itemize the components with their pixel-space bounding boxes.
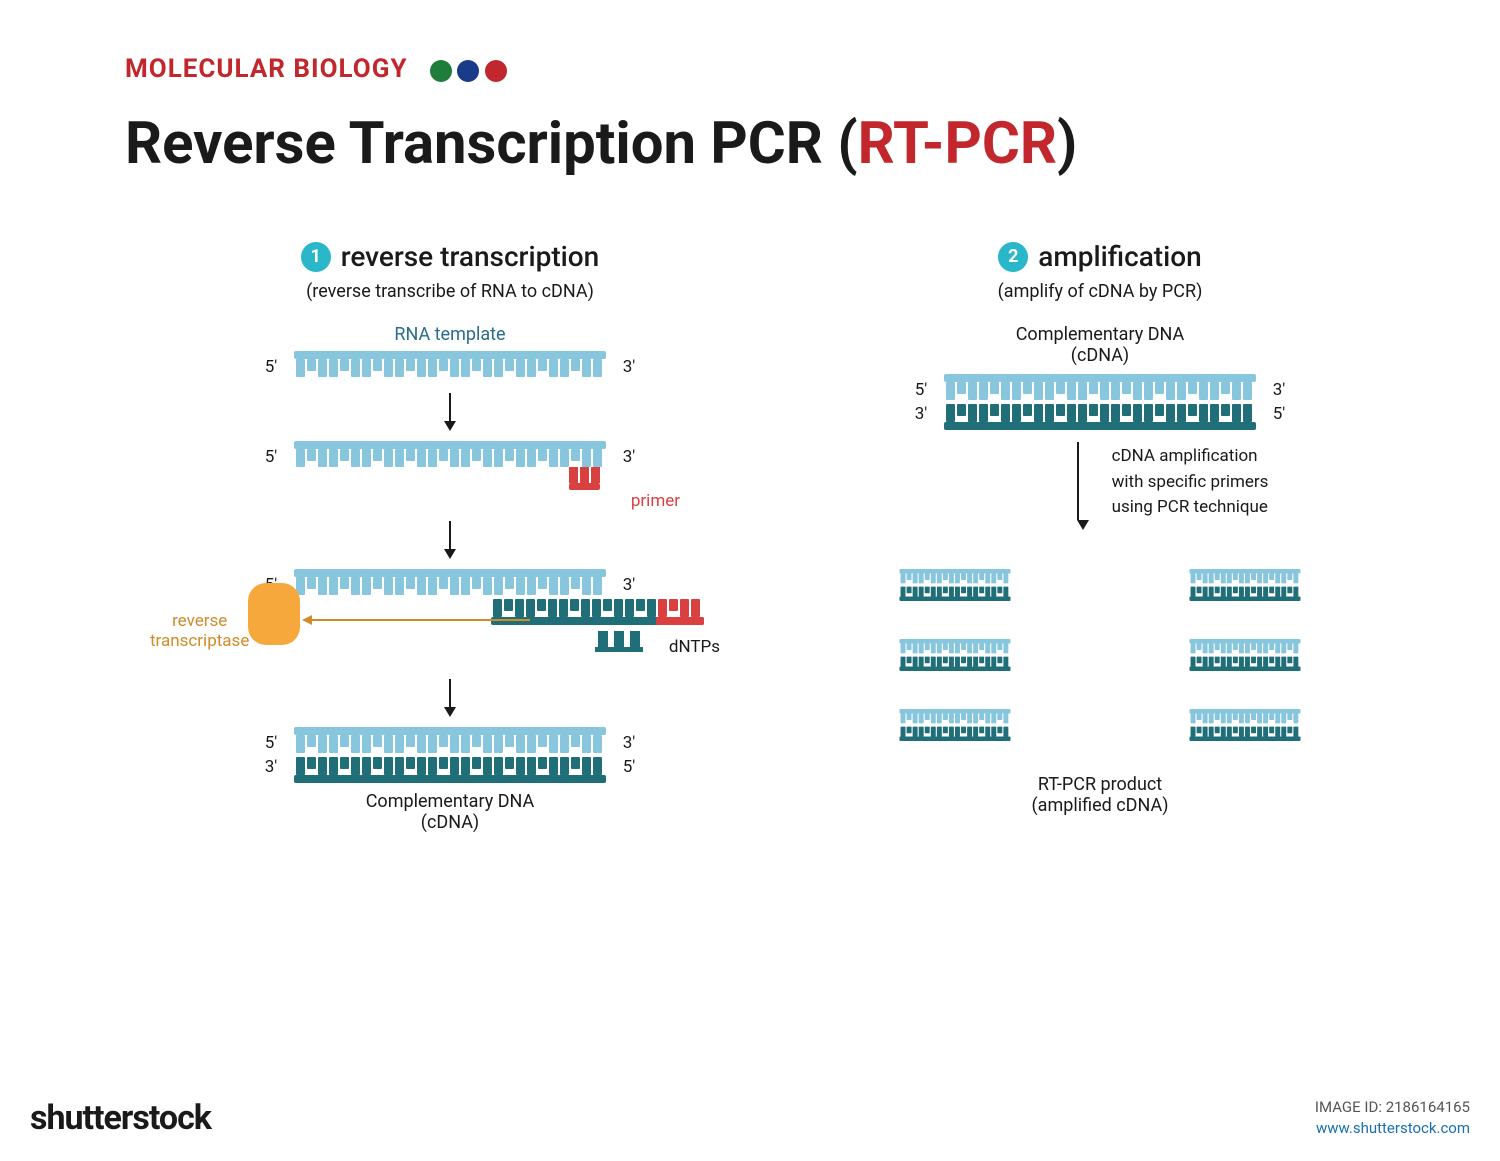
end-3prime: 3' bbox=[1266, 380, 1292, 400]
step1-column: 1 reverse transcription (reverse transcr… bbox=[160, 240, 740, 833]
end-5prime: 5' bbox=[258, 357, 284, 377]
footer-meta: IMAGE ID: 2186164165 www.shutterstock.co… bbox=[1315, 1097, 1470, 1139]
dntps-icon bbox=[598, 631, 640, 647]
product-grid bbox=[810, 550, 1390, 760]
end-5prime: 5' bbox=[258, 733, 284, 753]
product-copy bbox=[1115, 620, 1375, 690]
end-5prime: 5' bbox=[1266, 404, 1292, 424]
end-3prime: 3' bbox=[258, 757, 284, 777]
step2-diagram: Complementary DNA (cDNA) 5' 3' 3' 5' cDN… bbox=[810, 324, 1390, 816]
arrow-icon bbox=[160, 511, 740, 569]
arrow-icon bbox=[160, 669, 740, 727]
step1-header: 1 reverse transcription bbox=[160, 240, 740, 273]
header-dots bbox=[430, 60, 510, 86]
footer-link[interactable]: www.shutterstock.com bbox=[1316, 1119, 1470, 1137]
title-accent: RT-PCR bbox=[858, 110, 1057, 178]
cdna-bottom-strand: 3' 5' bbox=[160, 751, 740, 783]
title-main: Reverse Transcription PCR ( bbox=[125, 110, 858, 178]
step1-diagram: RNA template 5' 3' 5' 3' primer 5' bbox=[160, 324, 740, 833]
category-header: MOLECULAR BIOLOGY bbox=[125, 54, 509, 86]
footer-logo: shutterstock bbox=[30, 1098, 211, 1138]
elongation-block: 5' 3' reverse transcriptase dNTPs bbox=[160, 569, 740, 625]
end-3prime: 3' bbox=[616, 575, 642, 595]
step2-title: amplification bbox=[1038, 240, 1202, 273]
step2-subtitle: (amplify of cDNA by PCR) bbox=[810, 281, 1390, 302]
amplification-arrow-block: cDNA amplification with specific primers… bbox=[810, 430, 1390, 550]
rna-template-strand: 5' 3' bbox=[160, 351, 740, 383]
rna-with-primer: 5' 3' bbox=[160, 441, 740, 473]
product-copy bbox=[1115, 550, 1375, 620]
enzyme-blob bbox=[248, 583, 300, 645]
end-3prime: 3' bbox=[908, 404, 934, 424]
cdna-label: Complementary DNA bbox=[160, 791, 740, 812]
product-label: RT-PCR product bbox=[810, 774, 1390, 795]
end-5prime: 5' bbox=[908, 380, 934, 400]
end-3prime: 3' bbox=[616, 357, 642, 377]
cdna-input-label2: (cDNA) bbox=[810, 345, 1390, 366]
extension-arrow-icon bbox=[310, 619, 530, 621]
amplification-note: cDNA amplification with specific primers… bbox=[1112, 444, 1269, 521]
product-label2: (amplified cDNA) bbox=[810, 795, 1390, 816]
cdna-input-label: Complementary DNA bbox=[810, 324, 1390, 345]
footer: shutterstock IMAGE ID: 2186164165 www.sh… bbox=[0, 1075, 1500, 1161]
end-3prime: 3' bbox=[616, 733, 642, 753]
dot-red bbox=[485, 60, 507, 82]
cdna-input-bottom: 3' 5' bbox=[810, 398, 1390, 430]
end-3prime: 3' bbox=[616, 447, 642, 467]
end-5prime: 5' bbox=[258, 447, 284, 467]
primer-label: primer bbox=[100, 491, 680, 511]
page-title: Reverse Transcription PCR (RT-PCR) bbox=[125, 110, 1077, 178]
product-copy bbox=[825, 690, 1085, 760]
product-copy bbox=[1115, 690, 1375, 760]
arrow-icon bbox=[160, 383, 740, 441]
step2-number: 2 bbox=[998, 242, 1028, 272]
category-label: MOLECULAR BIOLOGY bbox=[125, 54, 408, 84]
product-copy bbox=[825, 620, 1085, 690]
step1-subtitle: (reverse transcribe of RNA to cDNA) bbox=[160, 281, 740, 302]
title-close: ) bbox=[1057, 110, 1077, 178]
rna-template-label: RNA template bbox=[160, 324, 740, 345]
step1-number: 1 bbox=[301, 242, 331, 272]
step2-column: 2 amplification (amplify of cDNA by PCR)… bbox=[810, 240, 1390, 816]
cdna-label2: (cDNA) bbox=[160, 812, 740, 833]
product-copy bbox=[825, 550, 1085, 620]
dntps-label: dNTPs bbox=[669, 637, 720, 657]
image-id: 2186164165 bbox=[1386, 1098, 1470, 1116]
dot-blue bbox=[457, 60, 479, 82]
enzyme-label: reverse transcriptase bbox=[150, 611, 249, 651]
step1-title: reverse transcription bbox=[341, 240, 600, 273]
step2-header: 2 amplification bbox=[810, 240, 1390, 273]
image-id-label: IMAGE ID: bbox=[1315, 1098, 1382, 1116]
end-5prime: 5' bbox=[616, 757, 642, 777]
dot-green bbox=[430, 60, 452, 82]
